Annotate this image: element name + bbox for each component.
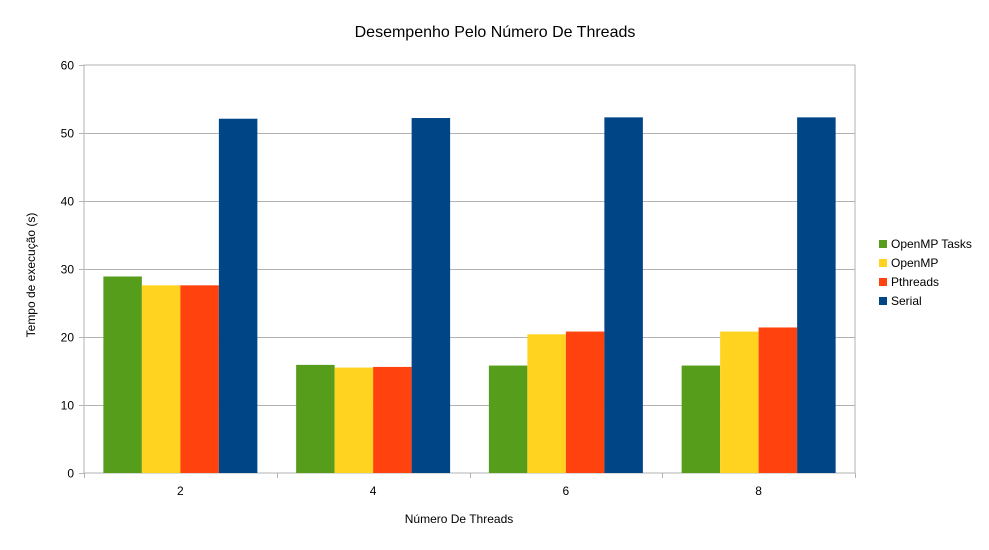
bar-openmp-6 bbox=[527, 334, 566, 473]
y-tick-label: 30 bbox=[61, 263, 75, 277]
y-tick-label: 40 bbox=[61, 195, 75, 209]
y-tick-label: 20 bbox=[61, 331, 75, 345]
bar-serial-2 bbox=[218, 118, 258, 473]
x-axis-title: Número De Threads bbox=[405, 512, 514, 526]
legend-label: Serial bbox=[891, 294, 922, 308]
y-tick-label: 0 bbox=[67, 467, 74, 481]
y-tick-label: 60 bbox=[61, 59, 75, 73]
legend-label: OpenMP bbox=[891, 256, 938, 270]
bar-openmp-4 bbox=[334, 367, 374, 473]
y-tick-label: 10 bbox=[61, 399, 75, 413]
legend-swatch bbox=[879, 278, 887, 286]
chart-title: Desempenho Pelo Número De Threads bbox=[355, 24, 636, 41]
legend-swatch bbox=[879, 259, 887, 267]
plot-area: 0 10 20 30 40 50 60 2 4 6 8 bbox=[61, 59, 856, 498]
x-tick-label: 4 bbox=[370, 484, 377, 498]
bar-serial-4 bbox=[411, 118, 451, 473]
bar-openmp-8 bbox=[720, 331, 759, 473]
bar-openmp-2 bbox=[141, 285, 181, 473]
x-tick-label: 6 bbox=[563, 484, 570, 498]
y-tick-label: 50 bbox=[61, 127, 75, 141]
y-axis-title: Tempo de execução (s) bbox=[24, 213, 38, 338]
legend-label: OpenMP Tasks bbox=[891, 237, 972, 251]
bar-openmp-tasks-2 bbox=[103, 276, 142, 473]
bar-pthreads-6 bbox=[565, 331, 605, 473]
legend-swatch bbox=[879, 240, 887, 248]
x-tick-label: 8 bbox=[755, 484, 762, 498]
bar-openmp-tasks-8 bbox=[681, 365, 721, 473]
bar-serial-6 bbox=[604, 117, 643, 474]
x-tick-label: 2 bbox=[177, 484, 184, 498]
legend-swatch bbox=[879, 297, 887, 305]
bar-serial-8 bbox=[797, 117, 836, 474]
bar-pthreads-8 bbox=[758, 327, 798, 473]
bar-openmp-tasks-6 bbox=[488, 365, 528, 473]
bar-pthreads-4 bbox=[373, 366, 412, 473]
bar-pthreads-2 bbox=[180, 285, 219, 473]
bar-openmp-tasks-4 bbox=[296, 364, 335, 473]
legend-label: Pthreads bbox=[891, 275, 939, 289]
legend: OpenMP Tasks OpenMP Pthreads Serial bbox=[879, 237, 972, 308]
